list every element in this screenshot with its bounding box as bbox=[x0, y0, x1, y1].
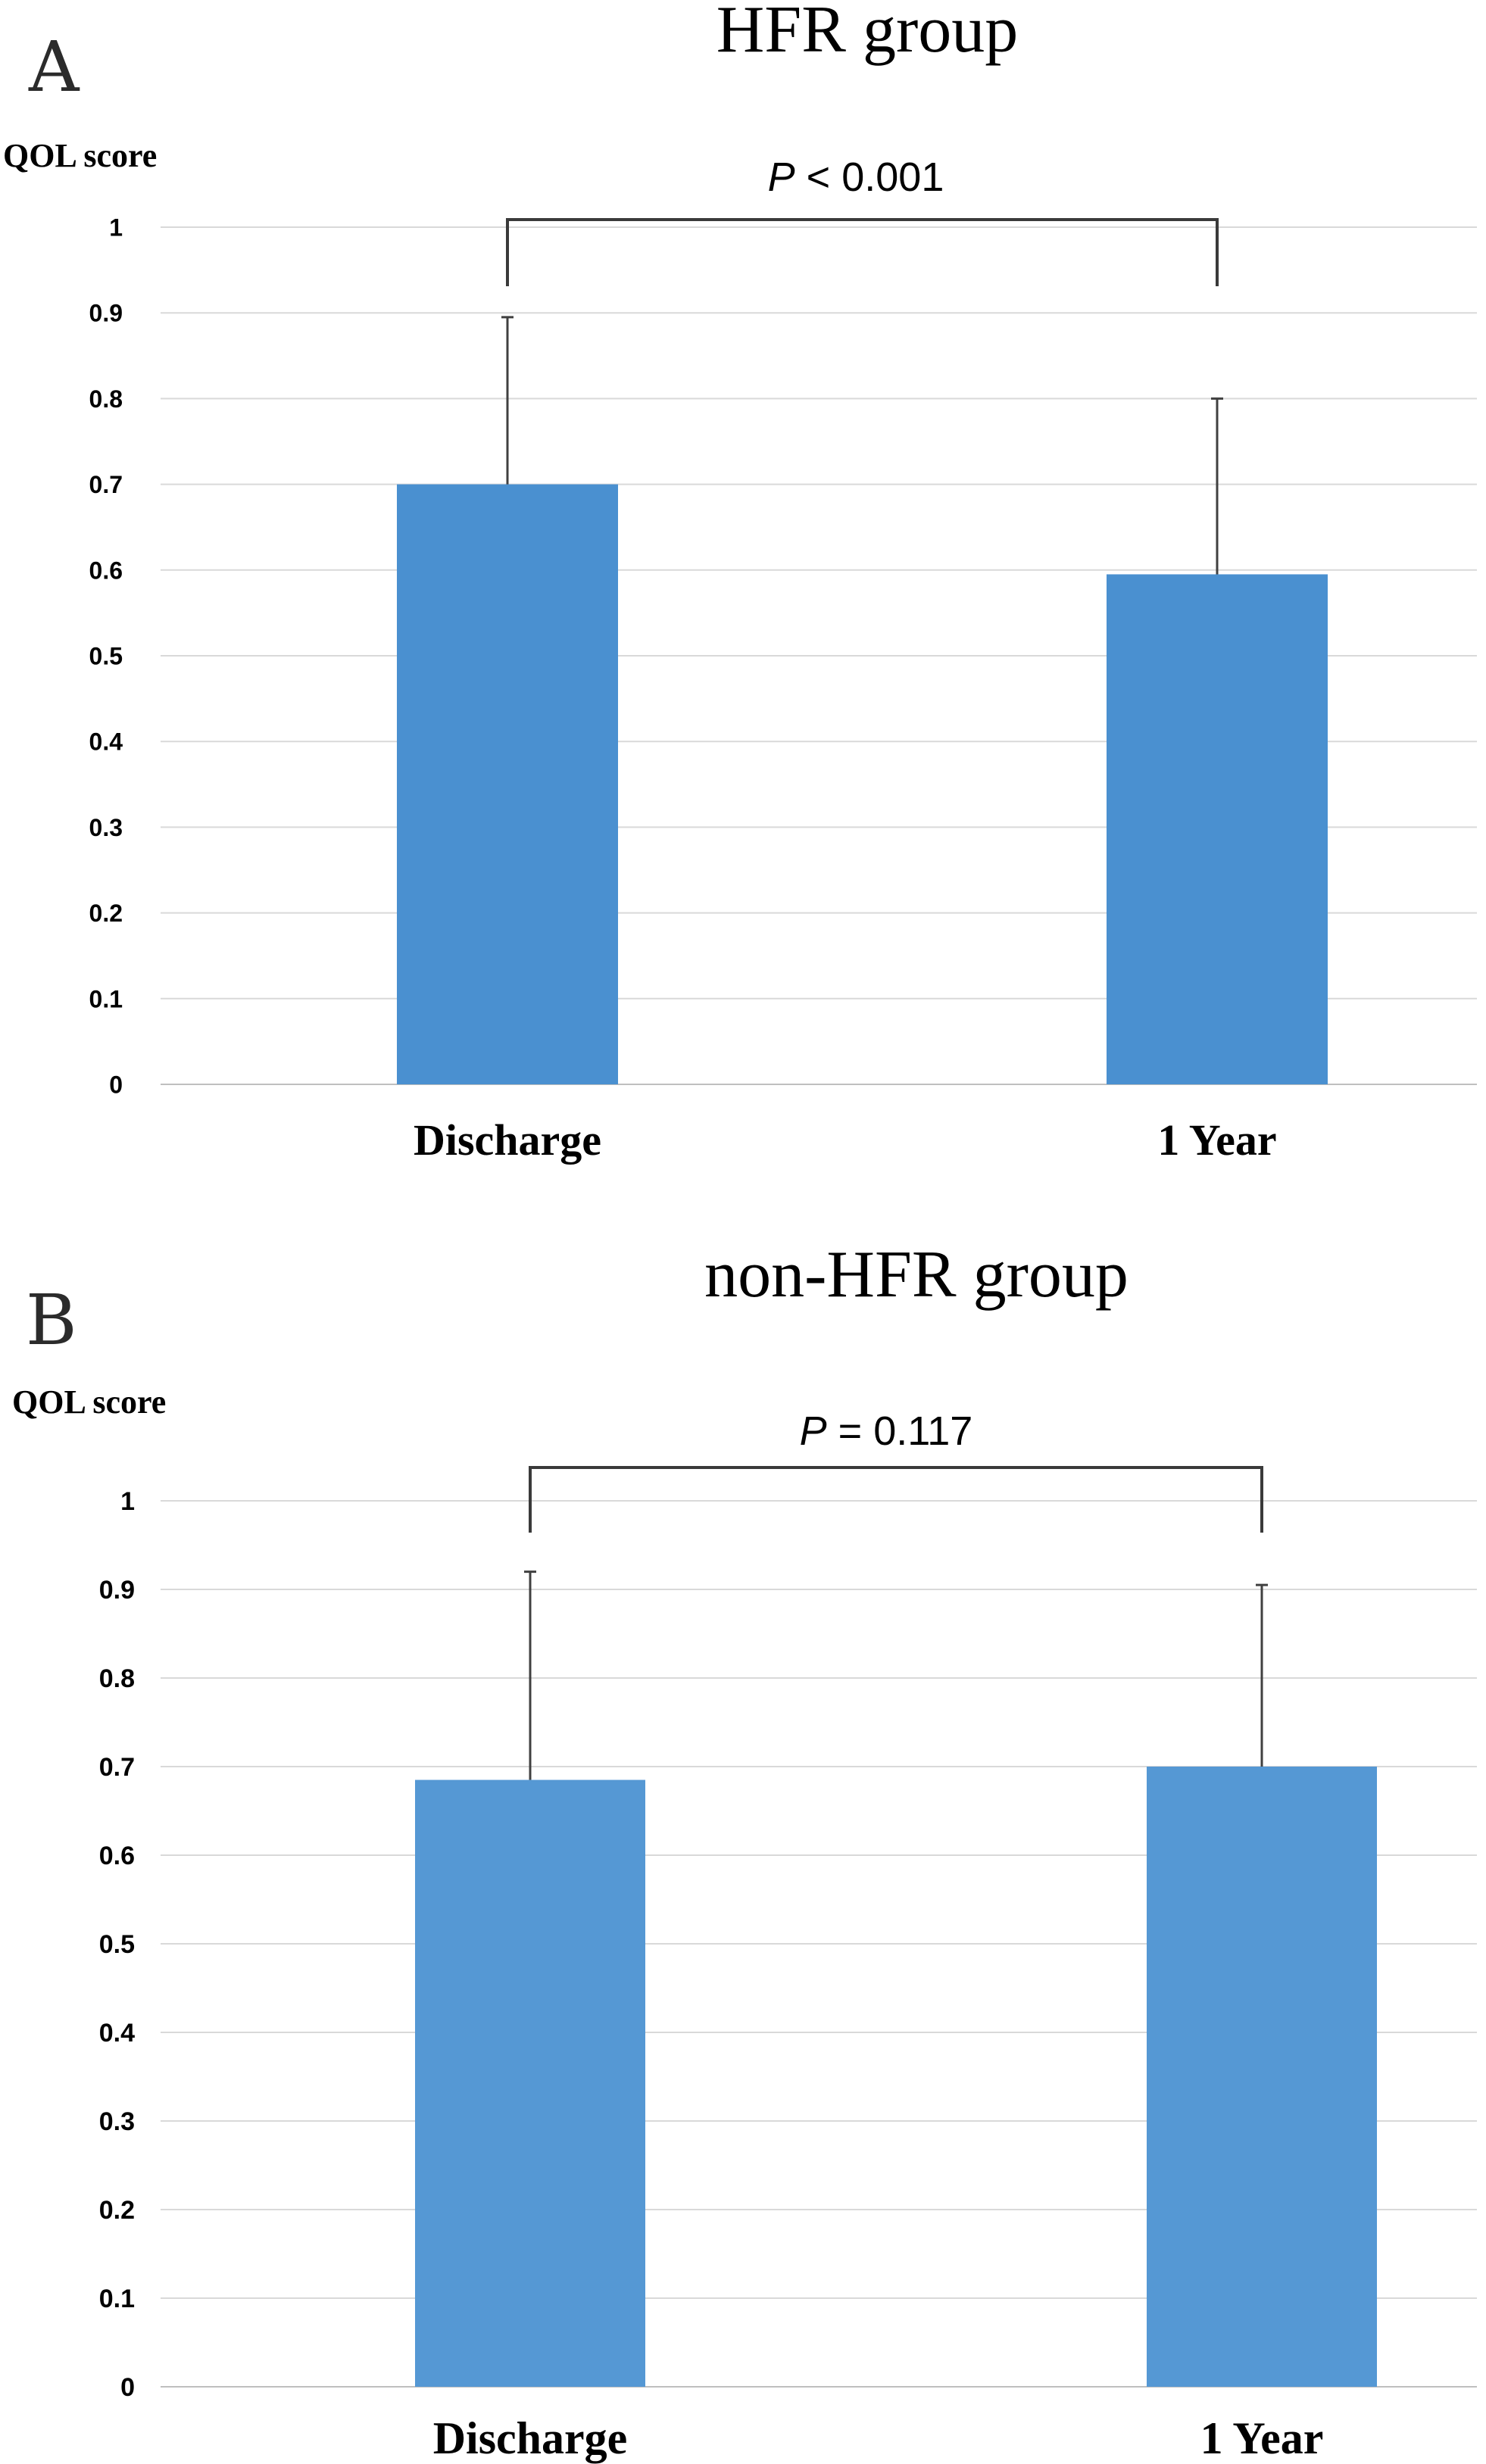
panel-b-p-text: = 0.117 bbox=[827, 1408, 973, 1454]
panel-b-tick-labels: 0 0.1 0.2 0.3 0.4 0.5 0.6 0.7 0.8 0.9 1 bbox=[99, 1487, 135, 2402]
panel-b-letter: B bbox=[26, 1280, 77, 1361]
panel-a-y-tick-label: 0.7 bbox=[89, 471, 123, 498]
panel-b-bars bbox=[415, 1767, 1377, 2387]
panel-a-bars bbox=[397, 484, 1328, 1084]
panel-b-title: non-HFR group bbox=[704, 1238, 1129, 1312]
panel-a-y-tick-label: 0.3 bbox=[89, 814, 123, 841]
panel-a-category-label: 1 Year bbox=[1157, 1115, 1276, 1165]
panel-a-y-tick-label: 0.6 bbox=[89, 557, 123, 584]
panel-b-y-tick-label: 0.4 bbox=[99, 2019, 135, 2048]
panel-a-y-tick-label: 0.5 bbox=[89, 643, 123, 670]
panel-a-bar-discharge bbox=[397, 484, 618, 1084]
panel-b-significance-bracket bbox=[529, 1466, 1263, 1533]
panel-a-y-tick-label: 0 bbox=[109, 1071, 123, 1099]
panel-a-y-tick-label: 0.8 bbox=[89, 385, 123, 413]
panel-a-ylabel: QOL score bbox=[3, 137, 157, 174]
panel-a-error-bar bbox=[1211, 397, 1223, 575]
panel-b-y-tick-label: 0 bbox=[120, 2373, 135, 2402]
panel-a-chart: A HFR group QOL score 0 0.1 0.2 0.3 0.4 0.5 0.… bbox=[3, 0, 1477, 1165]
panel-b-chart: B non-HFR group QOL score 00.10.20.30.40… bbox=[12, 1238, 1477, 2463]
panel-a-bar-1-year bbox=[1107, 574, 1328, 1084]
panel-b-y-tick-label: 0.6 bbox=[99, 1842, 135, 1870]
panel-b-bar-discharge bbox=[415, 1779, 645, 2387]
panel-b-bar-1-year bbox=[1147, 1767, 1377, 2387]
panel-a-y-tick-label: 0.1 bbox=[89, 985, 123, 1012]
panel-a-p-text: < 0.001 bbox=[795, 154, 944, 200]
panel-a-p-symbol: P bbox=[768, 154, 795, 200]
panel-a-y-tick-label: 0.9 bbox=[89, 300, 123, 327]
panel-b-category-labels: Discharge 1 Year bbox=[433, 2413, 1324, 2463]
panel-a-category-labels: Discharge 1 Year bbox=[414, 1115, 1277, 1165]
panel-a-gridlines bbox=[161, 226, 1477, 1085]
panel-b-y-tick-label: 0.5 bbox=[99, 1930, 135, 1959]
panel-b-y-tick-label: 0.7 bbox=[99, 1753, 135, 1782]
panel-a-error-bar bbox=[501, 316, 514, 485]
panel-b-error-bar bbox=[1256, 1583, 1268, 1767]
panel-a-title: HFR group bbox=[716, 0, 1019, 67]
panel-a-category-label: Discharge bbox=[414, 1115, 601, 1165]
panel-a-error-bars bbox=[501, 316, 1223, 575]
panel-a-significance-bracket bbox=[506, 218, 1219, 286]
panel-b-y-tick-label: 0.2 bbox=[99, 2196, 135, 2225]
panel-b-category-label: 1 Year bbox=[1200, 2413, 1324, 2463]
panel-b-y-tick-label: 0.1 bbox=[99, 2285, 135, 2313]
panel-a-y-tick-label: 0.4 bbox=[89, 728, 123, 756]
panel-a-y-tick-label: 0.2 bbox=[89, 900, 123, 927]
panel-b-error-bars bbox=[524, 1570, 1268, 1780]
panel-b-p-symbol: P bbox=[800, 1408, 827, 1454]
panel-a-letter: A bbox=[28, 27, 80, 108]
panel-b-p-value: P = 0.117 bbox=[800, 1408, 973, 1454]
panel-a-y-tick-label: 1 bbox=[109, 214, 123, 242]
panel-b-category-label: Discharge bbox=[433, 2413, 628, 2463]
panel-b-ylabel: QOL score bbox=[12, 1383, 166, 1421]
panel-a-tick-labels: 0 0.1 0.2 0.3 0.4 0.5 0.6 0.7 0.8 0.9 1 bbox=[89, 214, 123, 1099]
panel-b-y-tick-label: 0.8 bbox=[99, 1664, 135, 1693]
panel-a-p-value: P < 0.001 bbox=[768, 154, 944, 200]
panel-b-y-tick-label: 0.9 bbox=[99, 1576, 135, 1605]
panel-b-y-tick-label: 0.3 bbox=[99, 2107, 135, 2136]
panel-b-y-tick-label: 1 bbox=[120, 1487, 135, 1516]
panel-b-error-bar bbox=[524, 1570, 536, 1780]
